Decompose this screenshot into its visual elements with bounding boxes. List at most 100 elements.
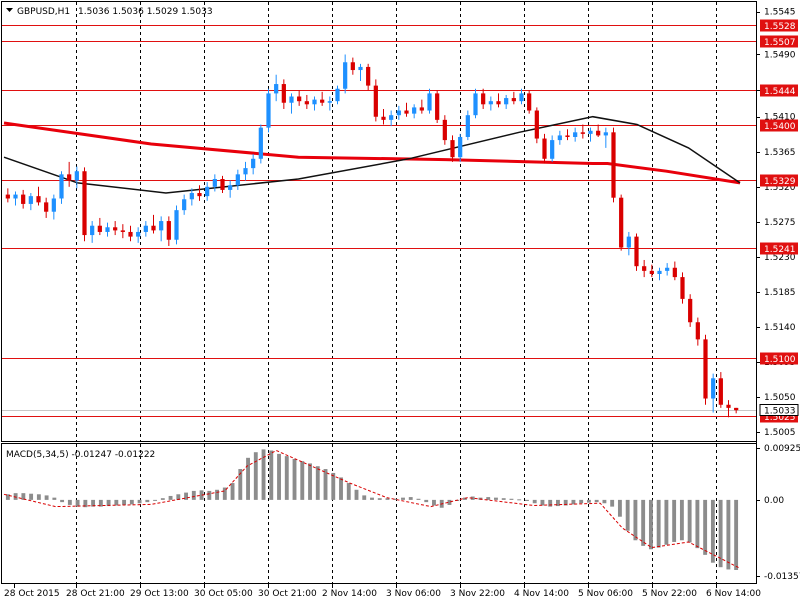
- candle-body: [619, 197, 624, 248]
- macd-bar: [331, 472, 336, 500]
- price-tick-label: 1.5140: [764, 323, 796, 333]
- candle-body: [174, 210, 179, 240]
- candle-body: [143, 225, 148, 232]
- candle-body: [703, 339, 708, 399]
- macd-bar: [610, 499, 615, 507]
- macd-bar: [586, 499, 591, 503]
- macd-bar: [238, 469, 243, 500]
- macd-bar: [261, 449, 266, 500]
- macd-histogram: [5, 449, 739, 570]
- macd-bar: [401, 497, 405, 500]
- candle-body: [105, 227, 110, 232]
- level-price-tag-text: 1.5444: [764, 87, 796, 97]
- candle-body: [212, 179, 217, 187]
- macd-bar: [246, 457, 250, 500]
- x-tick-label: 3 Nov 06:00: [386, 589, 441, 599]
- macd-bar: [75, 499, 80, 507]
- candle-body: [28, 196, 33, 204]
- macd-bar: [687, 499, 692, 543]
- current-price-tag: [759, 404, 799, 416]
- macd-bar: [176, 494, 181, 500]
- macd-bar: [416, 498, 421, 500]
- candle-body: [120, 230, 125, 232]
- candle-body: [603, 132, 608, 136]
- macd-axis-ticks: 0.00925 0.00 -0.01357: [756, 444, 800, 582]
- candle-body: [335, 88, 340, 102]
- ohlc-readout: 1.5036 1.5036 1.5029 1.5033: [78, 7, 213, 17]
- candle-body: [36, 196, 41, 203]
- candle-body: [611, 132, 616, 198]
- macd-signal-path: [3, 449, 741, 569]
- candle-body: [274, 84, 279, 94]
- level-price-tag-text: 1.5507: [764, 38, 796, 48]
- macd-bar: [679, 499, 684, 541]
- candle-body: [511, 98, 516, 102]
- candle-body: [289, 96, 294, 103]
- macd-bar: [52, 497, 57, 500]
- level-price-tag: [760, 119, 798, 132]
- candle-body: [358, 66, 363, 71]
- candle-body: [557, 135, 562, 141]
- macd-bar: [215, 489, 219, 500]
- candle-body: [695, 322, 700, 340]
- macd-bar: [354, 489, 359, 500]
- macd-bar: [315, 466, 320, 500]
- candle-body: [327, 101, 332, 103]
- candle-body: [151, 225, 156, 231]
- candle-body: [5, 194, 10, 199]
- macd-bar: [695, 499, 700, 549]
- moving-average-black: [3, 115, 741, 194]
- candle-body: [542, 138, 547, 159]
- candle-body: [488, 101, 493, 105]
- candle-body: [634, 236, 639, 267]
- candle-body: [90, 225, 95, 236]
- candle-body: [504, 98, 509, 105]
- candle-body: [396, 110, 401, 116]
- macd-bar: [308, 463, 312, 500]
- macd-bar: [230, 483, 235, 500]
- macd-bar: [370, 497, 374, 500]
- macd-panel-frame: [1, 443, 757, 584]
- candle-body: [51, 198, 56, 212]
- candle-body: [642, 266, 647, 271]
- macd-bar: [641, 499, 646, 546]
- chart-menu-triangle-icon[interactable]: [6, 8, 13, 12]
- candle-body: [573, 132, 578, 137]
- candle-body: [350, 62, 355, 71]
- candle-body: [596, 130, 601, 136]
- macd-bar: [525, 499, 529, 502]
- candles[interactable]: [5, 54, 739, 418]
- macd-bar: [36, 494, 41, 500]
- x-tick-label: 28 Oct 21:00: [66, 589, 125, 599]
- macd-bar: [339, 477, 343, 500]
- macd-bar: [664, 499, 669, 545]
- candle-body: [44, 202, 49, 212]
- level-price-tag: [760, 35, 798, 48]
- candle-body: [534, 110, 539, 139]
- macd-bar: [60, 499, 65, 503]
- candle-body: [113, 227, 118, 231]
- macd-bar: [253, 452, 258, 500]
- candle-body: [412, 107, 417, 114]
- price-axis-ticks: 1.5545 1.5490 1.5444 1.5410 1.5365 1.5320 1.52…: [756, 8, 796, 438]
- macd-bar: [509, 498, 514, 500]
- level-price-tag-text: 1.5400: [764, 122, 796, 132]
- macd-bar: [540, 499, 545, 506]
- macd-bar: [168, 495, 173, 500]
- macd-bar: [563, 499, 568, 506]
- macd-bar: [199, 490, 204, 500]
- candle-body: [626, 236, 631, 248]
- macd-bar: [277, 453, 281, 500]
- macd-bar: [346, 483, 351, 500]
- level-price-tag: [760, 174, 798, 187]
- candle-body: [159, 221, 164, 231]
- price-levels[interactable]: [2, 25, 756, 417]
- macd-bar: [323, 469, 328, 500]
- candle-body: [419, 107, 424, 111]
- level-price-tag: [760, 19, 798, 32]
- candle-body: [235, 174, 240, 186]
- macd-bar: [501, 498, 506, 500]
- candle-body: [726, 404, 731, 408]
- macd-bar: [703, 499, 708, 555]
